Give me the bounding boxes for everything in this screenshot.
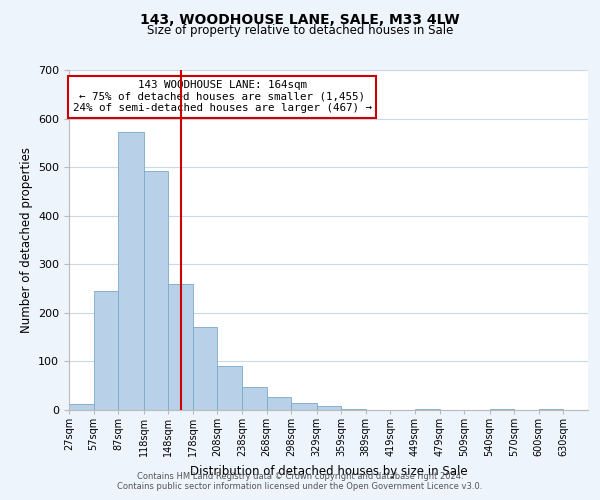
X-axis label: Distribution of detached houses by size in Sale: Distribution of detached houses by size … <box>190 464 467 477</box>
Bar <box>490 409 514 410</box>
Bar <box>242 386 266 410</box>
Bar <box>168 284 193 410</box>
Bar <box>118 132 143 410</box>
Text: 143, WOODHOUSE LANE, SALE, M33 4LW: 143, WOODHOUSE LANE, SALE, M33 4LW <box>140 12 460 26</box>
Bar <box>143 171 168 410</box>
Y-axis label: Number of detached properties: Number of detached properties <box>20 147 32 333</box>
Bar <box>94 292 118 410</box>
Bar <box>539 409 563 410</box>
Text: Contains public sector information licensed under the Open Government Licence v3: Contains public sector information licen… <box>118 482 482 491</box>
Text: 143 WOODHOUSE LANE: 164sqm
← 75% of detached houses are smaller (1,455)
24% of s: 143 WOODHOUSE LANE: 164sqm ← 75% of deta… <box>73 80 371 114</box>
Bar <box>217 366 242 410</box>
Bar <box>193 328 217 410</box>
Bar <box>266 397 291 410</box>
Bar <box>415 408 440 410</box>
Bar <box>341 409 366 410</box>
Text: Size of property relative to detached houses in Sale: Size of property relative to detached ho… <box>147 24 453 37</box>
Bar <box>317 406 341 410</box>
Text: Contains HM Land Registry data © Crown copyright and database right 2024.: Contains HM Land Registry data © Crown c… <box>137 472 463 481</box>
Bar <box>291 402 317 410</box>
Bar <box>69 404 94 410</box>
